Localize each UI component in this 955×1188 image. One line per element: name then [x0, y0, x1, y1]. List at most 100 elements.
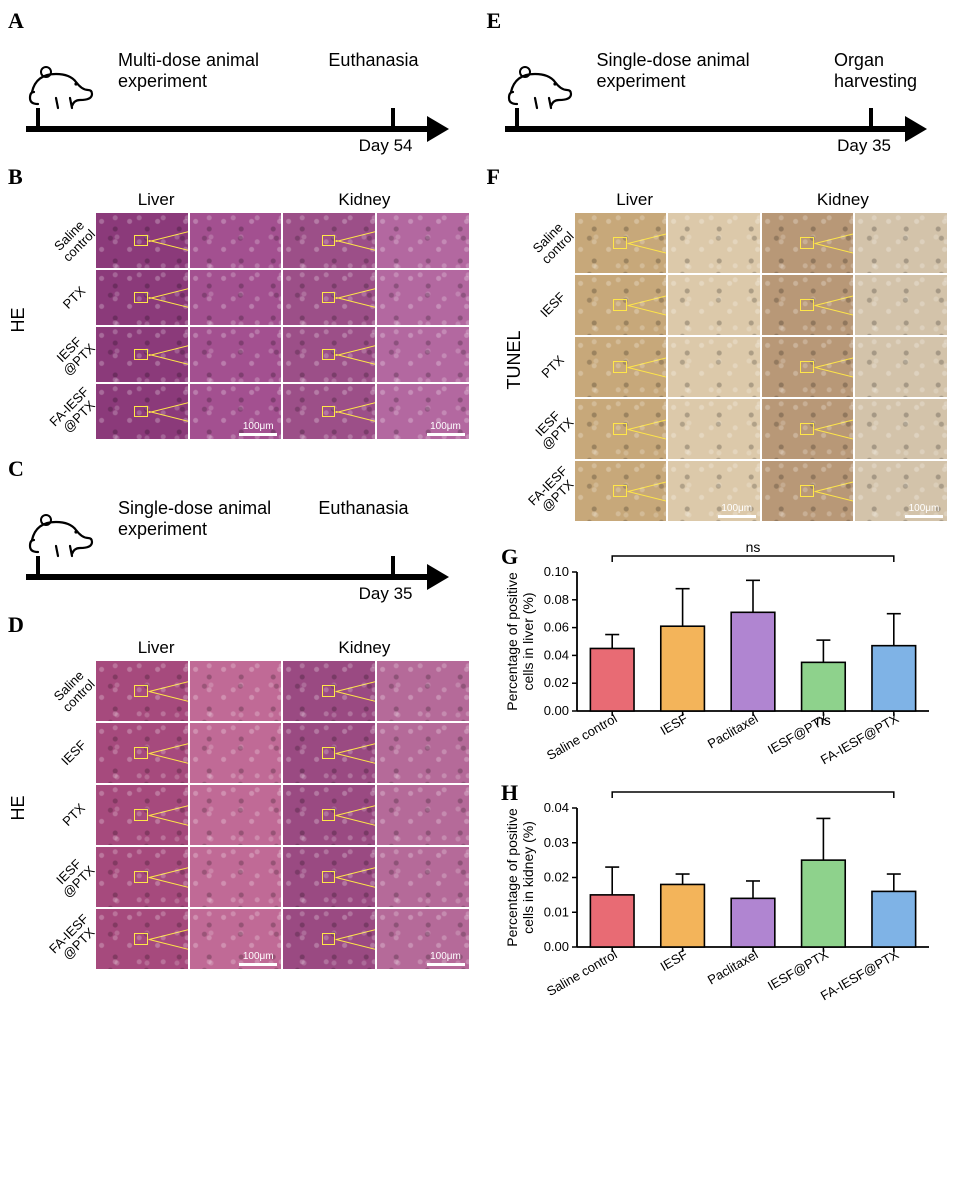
panel-F-label: F	[487, 164, 500, 189]
mouse-icon	[26, 58, 96, 113]
micrograph-tile: 100μm	[668, 461, 760, 521]
end-event-C: Euthanasia	[318, 498, 408, 519]
x-category-label: IESF@PTX	[765, 946, 831, 993]
micrograph-row: Salinecontrol	[52, 213, 469, 268]
micrograph-row: FA-IESF@PTX100μm100μm	[52, 909, 469, 969]
bar	[801, 662, 845, 711]
ytick-label: 0.08	[543, 592, 568, 607]
day-label-A: Day 54	[359, 136, 413, 156]
y-axis-title: Percentage of positive	[504, 808, 520, 947]
micrograph-tile	[283, 213, 375, 268]
significance-bracket	[612, 792, 894, 798]
bar	[731, 898, 775, 947]
micrograph-tile	[377, 213, 469, 268]
micrograph-tile	[190, 270, 282, 325]
micrograph-tile	[190, 723, 282, 783]
micrograph-tile	[377, 327, 469, 382]
bar	[590, 895, 634, 947]
panel-G: Gns0.000.020.040.060.080.10Percentage of…	[487, 544, 948, 774]
micrograph-tile	[96, 327, 188, 382]
ytick-label: 0.02	[543, 675, 568, 690]
panel-C: C Single-dose animalexperiment Euthanasi…	[8, 456, 469, 612]
mouse-icon	[26, 506, 96, 561]
micrograph-tile	[762, 399, 854, 459]
x-category-label: IESF	[657, 711, 690, 738]
panel-H: H0.000.010.020.030.04Percentage of posit…	[487, 780, 948, 1010]
end-event-E: Organharvesting	[834, 50, 917, 92]
micrograph-row: FA-IESF@PTX100μm100μm	[52, 384, 469, 439]
micrograph-tile	[283, 847, 375, 907]
micrograph-tile	[283, 661, 375, 721]
barchart-G: Gns0.000.020.040.060.080.10Percentage of…	[499, 544, 948, 774]
barchart-H: H0.000.010.020.030.04Percentage of posit…	[499, 780, 948, 1010]
micrograph-tile	[190, 213, 282, 268]
organ-headers: LiverKidney	[531, 190, 948, 210]
significance-bracket	[612, 556, 894, 562]
micrograph-row: IESF@PTX	[52, 327, 469, 382]
panel-A-label: A	[8, 8, 24, 33]
organ-headers: LiverKidney	[52, 638, 469, 658]
micrograph-tile	[575, 337, 667, 397]
timeline-C: Single-dose animalexperiment Euthanasia …	[8, 482, 469, 612]
panel-E-label: E	[487, 8, 502, 33]
micrograph-tile	[96, 661, 188, 721]
micrograph-tile	[283, 270, 375, 325]
panel-E: E Single-dose animalexperiment Organharv…	[487, 8, 948, 164]
micrograph-tile	[377, 785, 469, 845]
micrograph-tile	[96, 384, 188, 439]
panel-H-label: H	[501, 780, 518, 805]
micrograph-row: PTX	[52, 785, 469, 845]
micrograph-tile	[377, 270, 469, 325]
micrograph-tile	[855, 399, 947, 459]
micrograph-tile	[575, 399, 667, 459]
panel-D: D HE LiverKidneySalinecontrolIESFPTXIESF…	[8, 612, 469, 978]
scale-bar: 100μm	[718, 503, 756, 518]
organ-header: Liver	[52, 638, 260, 658]
y-axis-title: Percentage of positive	[504, 572, 520, 711]
y-axis-title: cells in kidney (%)	[520, 821, 536, 934]
micrograph-tile	[96, 847, 188, 907]
micrograph-tile	[190, 847, 282, 907]
scale-bar: 100μm	[427, 951, 465, 966]
scale-bar: 100μm	[427, 421, 465, 436]
ytick-label: 0.00	[543, 703, 568, 718]
ytick-label: 0.03	[543, 835, 568, 850]
micrograph-tile	[283, 785, 375, 845]
micrograph-block-F: TUNEL LiverKidneySalinecontrolIESFPTXIES…	[487, 190, 948, 530]
panel-D-label: D	[8, 612, 24, 637]
micrograph-block-D: HE LiverKidneySalinecontrolIESFPTXIESF@P…	[8, 638, 469, 978]
ytick-label: 0.04	[543, 800, 568, 815]
ytick-label: 0.01	[543, 904, 568, 919]
micrograph-row: PTX	[531, 337, 948, 397]
micrograph-tile	[668, 337, 760, 397]
panel-A: A Multi-dose animalexperiment Euthanasia…	[8, 8, 469, 164]
micrograph-tile	[668, 399, 760, 459]
organ-header: Kidney	[260, 638, 468, 658]
micrograph-tile	[575, 275, 667, 335]
x-category-label: Paclitaxel	[704, 711, 760, 752]
micrograph-tile	[762, 213, 854, 273]
micrograph-tile: 100μm	[190, 909, 282, 969]
scale-bar: 100μm	[905, 503, 943, 518]
micrograph-tile	[190, 327, 282, 382]
right-column: E Single-dose animalexperiment Organharv…	[487, 8, 948, 1010]
exp-label-C: Single-dose animalexperiment	[118, 498, 271, 540]
significance-label: ns	[745, 539, 760, 555]
micrograph-tile	[762, 275, 854, 335]
micrograph-tile	[377, 723, 469, 783]
bar	[871, 891, 915, 947]
panel-B: B HE LiverKidneySalinecontrolPTXIESF@PTX…	[8, 164, 469, 450]
micrograph-row: IESF	[52, 723, 469, 783]
micrograph-tile	[283, 909, 375, 969]
organ-header: Kidney	[260, 190, 468, 210]
ytick-label: 0.06	[543, 620, 568, 635]
day-label-E: Day 35	[837, 136, 891, 156]
micrograph-tile	[575, 213, 667, 273]
micrograph-tile	[190, 661, 282, 721]
micrograph-tile	[377, 847, 469, 907]
micrograph-row: IESF	[531, 275, 948, 335]
panel-B-label: B	[8, 164, 23, 189]
bar	[731, 612, 775, 711]
micrograph-row: PTX	[52, 270, 469, 325]
bar	[660, 626, 704, 711]
